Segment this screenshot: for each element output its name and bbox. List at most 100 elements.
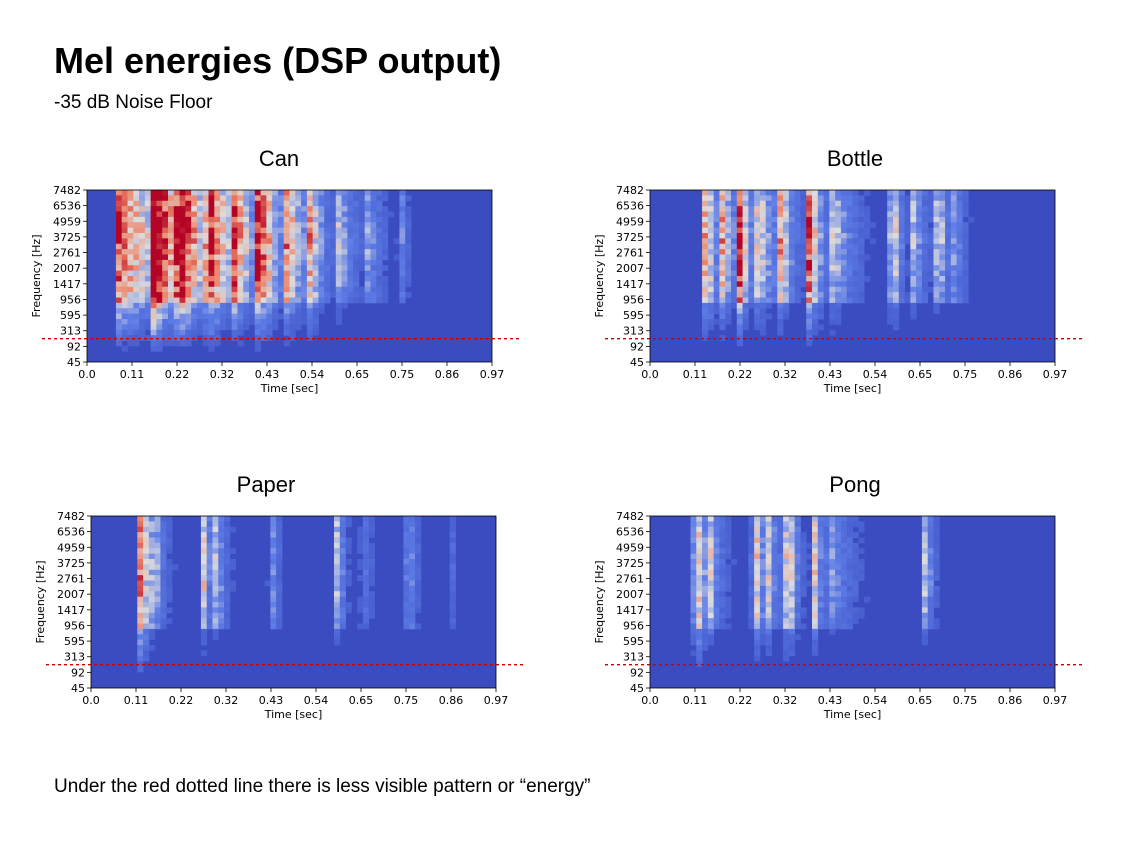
heatmap-cell — [696, 650, 703, 657]
heatmap-cell — [846, 548, 853, 555]
heatmap-cell — [225, 222, 233, 229]
heatmap-cell — [927, 243, 934, 250]
heatmap-cell — [736, 206, 743, 212]
heatmap-cell — [358, 265, 366, 272]
heatmap-cell — [759, 297, 767, 304]
heatmap-cell — [324, 292, 331, 298]
heatmap-cell — [318, 308, 325, 315]
heatmap-cell — [202, 200, 209, 207]
heatmap-cell — [364, 200, 371, 207]
heatmap-cell — [289, 329, 296, 336]
heatmap-cell — [214, 249, 221, 255]
heatmap-cell — [312, 308, 319, 315]
heatmap-cell — [956, 281, 963, 288]
y-tick-label: 2007 — [57, 588, 85, 601]
heatmap-cell — [191, 227, 198, 234]
heatmap-cell — [218, 559, 225, 565]
heatmap-cell — [800, 249, 807, 255]
heatmap-cell — [409, 612, 416, 619]
heatmap-cell — [817, 259, 824, 266]
heatmap-cell — [196, 270, 204, 277]
heatmap-cell — [812, 216, 819, 223]
heatmap-cell — [364, 286, 371, 293]
heatmap-cell — [788, 190, 796, 196]
y-tick-label: 6536 — [616, 526, 644, 539]
heatmap-cell — [788, 516, 796, 522]
heatmap-cell — [788, 281, 796, 288]
heatmap-cell — [364, 238, 371, 245]
heatmap-cell — [243, 227, 250, 234]
heatmap-cell — [725, 532, 732, 538]
heatmap-cell — [754, 190, 761, 196]
heatmap-cell — [823, 281, 830, 288]
x-tick-label: 0.65 — [345, 368, 370, 381]
heatmap-cell — [910, 302, 917, 309]
heatmap-cell — [800, 200, 807, 207]
heatmap-cell — [243, 216, 250, 223]
heatmap-cell — [156, 292, 163, 298]
heatmap-cell — [276, 542, 283, 549]
heatmap-cell — [858, 559, 865, 565]
heatmap-cell — [339, 526, 346, 533]
heatmap-cell — [225, 200, 233, 207]
heatmap-cell — [858, 254, 865, 261]
heatmap-cell — [829, 292, 836, 298]
heatmap-cell — [725, 195, 732, 202]
heatmap-cell — [800, 569, 807, 576]
heatmap-cell — [939, 281, 946, 288]
heatmap-cell — [806, 249, 813, 255]
heatmap-cell — [858, 612, 865, 619]
heatmap-cell — [754, 195, 761, 202]
heatmap-cell — [306, 243, 314, 250]
heatmap-cell — [362, 521, 370, 528]
heatmap-cell — [368, 591, 375, 598]
heatmap-cell — [748, 618, 755, 624]
heatmap-cell — [933, 585, 940, 592]
heatmap-cell — [702, 548, 709, 555]
heatmap-cell — [921, 542, 929, 549]
heatmap-cell — [817, 542, 824, 549]
heatmap-cell — [341, 259, 348, 266]
heatmap-cell — [852, 575, 859, 581]
heatmap-cell — [759, 308, 767, 315]
heatmap-cell — [237, 211, 244, 218]
heatmap-cell — [382, 227, 389, 234]
heatmap-cell — [719, 607, 726, 614]
heatmap-cell — [208, 297, 215, 304]
heatmap-cell — [115, 297, 123, 304]
heatmap-cell — [690, 639, 697, 646]
heatmap-cell — [719, 564, 726, 571]
heatmap-cell — [823, 596, 830, 603]
heatmap-cell — [754, 227, 761, 234]
heatmap-cell — [962, 286, 969, 293]
heatmap-cell — [162, 313, 169, 320]
heatmap-cell — [742, 233, 749, 239]
heatmap-cell — [921, 233, 929, 239]
heatmap-cell — [713, 297, 720, 304]
heatmap-cell — [324, 195, 331, 202]
heatmap-cell — [731, 233, 738, 239]
heatmap-cell — [916, 243, 923, 250]
heatmap-cell — [368, 596, 375, 603]
heatmap-cell — [759, 302, 767, 309]
heatmap-cell — [409, 585, 416, 592]
heatmap-cell — [196, 276, 204, 282]
heatmap-cell — [191, 200, 198, 207]
heatmap-cell — [368, 564, 375, 571]
heatmap-cell — [191, 206, 198, 212]
heatmap-cell — [196, 216, 204, 223]
heatmap-cell — [212, 618, 219, 624]
x-tick-label: 0.86 — [998, 694, 1023, 707]
heatmap-cell — [800, 548, 807, 555]
heatmap-cell — [214, 270, 221, 277]
heatmap-cell — [783, 270, 790, 277]
heatmap-cell — [846, 206, 853, 212]
heatmap-cell — [324, 190, 331, 196]
heatmap-cell — [249, 297, 256, 304]
heatmap-cell — [858, 548, 865, 555]
heatmap-cell — [324, 211, 331, 218]
heatmap-cell — [690, 623, 697, 630]
heatmap-cell — [249, 319, 256, 325]
heatmap-cell — [249, 308, 256, 315]
heatmap-cell — [765, 216, 772, 223]
